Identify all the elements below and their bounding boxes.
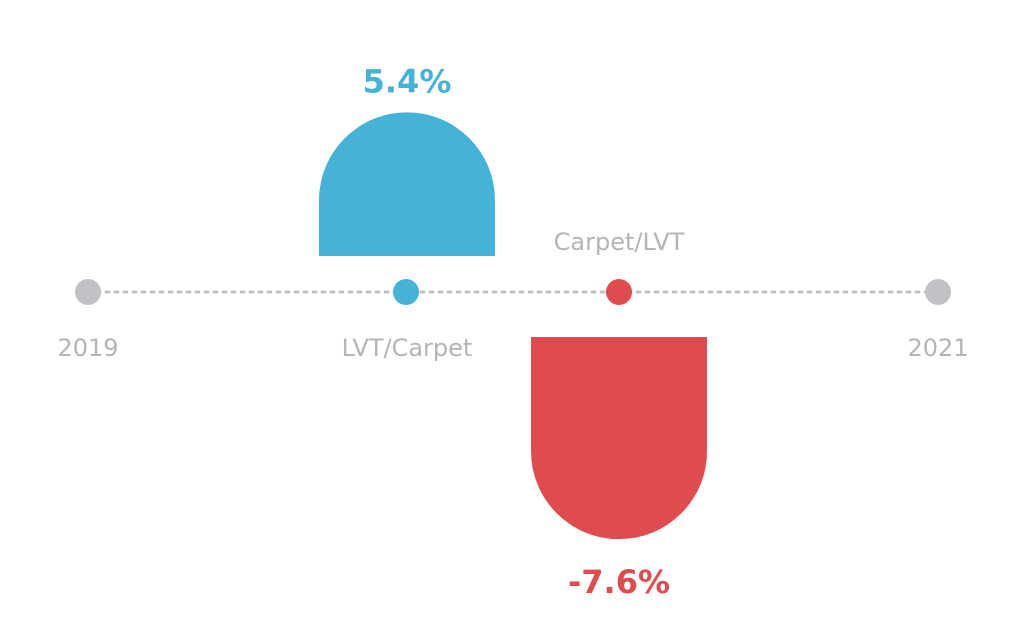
bar-negative bbox=[531, 337, 707, 540]
timeline-end-marker bbox=[925, 279, 951, 305]
timeline-start-marker bbox=[75, 279, 101, 305]
bar-positive bbox=[319, 112, 495, 256]
timeline-start-label: 2019 bbox=[57, 334, 118, 362]
timeline-point-0 bbox=[393, 279, 419, 305]
bars-group: 5.4% LVT/Carpet -7.6% Carpet/LVT bbox=[319, 62, 707, 601]
value-label-0: 5.4% bbox=[363, 62, 452, 100]
category-label-0: LVT/Carpet bbox=[342, 334, 473, 362]
value-label-1: -7.6% bbox=[568, 563, 670, 601]
timeline-end-label: 2021 bbox=[907, 334, 968, 362]
timeline-point-1 bbox=[606, 279, 632, 305]
category-label-1: Carpet/LVT bbox=[554, 228, 685, 256]
